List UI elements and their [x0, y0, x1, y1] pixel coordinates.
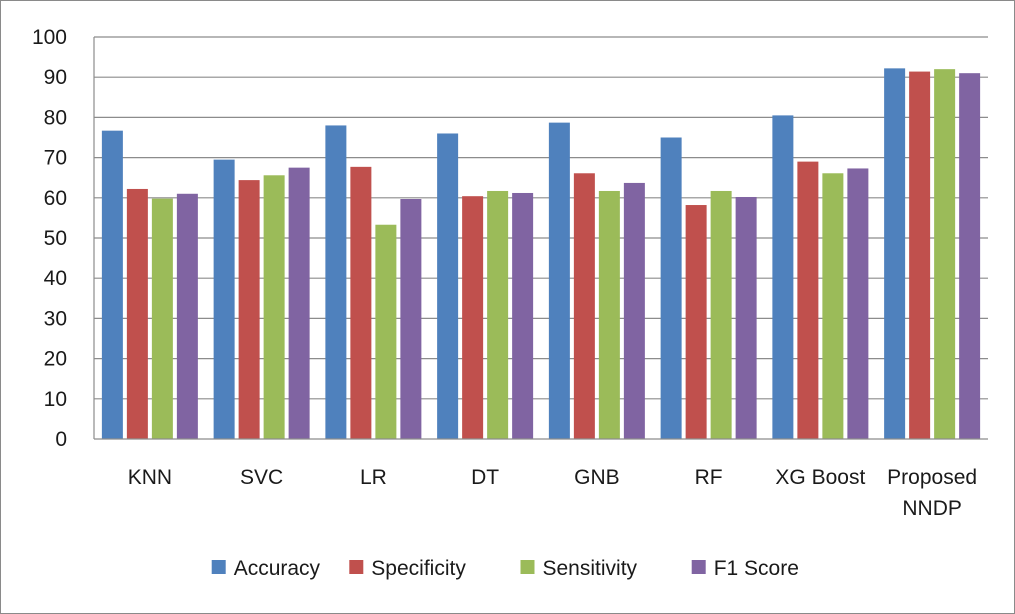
- bar-specificity: [350, 166, 372, 439]
- bar-sensitivity: [487, 190, 509, 439]
- bar-accuracy: [325, 125, 347, 439]
- bar-sensitivity: [151, 198, 173, 439]
- bar-f1-score: [288, 167, 310, 439]
- y-tick-label: 70: [44, 147, 67, 170]
- y-tick-label: 80: [44, 106, 67, 129]
- bar-f1-score: [623, 182, 645, 439]
- legend: Accuracy Specificity Sensitivity F1 Score: [211, 557, 799, 580]
- y-tick-label: 0: [55, 428, 67, 451]
- bar-specificity: [238, 180, 260, 439]
- y-tick-labels: 0 10 20 30 40 50 60 70 80 90 100: [32, 26, 67, 451]
- axes: [93, 37, 988, 440]
- y-tick-label: 50: [44, 227, 67, 250]
- bar-f1-score: [959, 73, 981, 440]
- bar-sensitivity: [710, 190, 732, 439]
- legend-item-f1-score: F1 Score: [691, 557, 799, 580]
- bar-accuracy: [772, 115, 794, 439]
- legend-label: Specificity: [371, 557, 466, 580]
- bar-sensitivity: [263, 175, 285, 439]
- x-category-label: Proposed NNDP: [887, 466, 977, 520]
- legend-label: F1 Score: [714, 557, 799, 580]
- bar-accuracy: [548, 122, 570, 439]
- bar-f1-score: [847, 168, 869, 440]
- y-tick-label: 30: [44, 307, 67, 330]
- bars: [101, 68, 981, 440]
- x-category-label: GNB: [574, 466, 620, 489]
- bar-accuracy: [101, 130, 123, 439]
- bar-f1-score: [512, 192, 534, 439]
- legend-item-specificity: Specificity: [349, 557, 466, 580]
- bar-accuracy: [660, 137, 682, 439]
- bar-specificity: [797, 161, 819, 439]
- bar-sensitivity: [375, 224, 397, 439]
- legend-swatch: [691, 560, 706, 574]
- x-category-label: KNN: [128, 466, 172, 489]
- y-tick-label: 20: [44, 348, 67, 371]
- y-tick-label: 10: [44, 388, 67, 411]
- x-category-labels: KNN SVC LR DT GNB RF XG Boost Proposed NNDP: [128, 466, 977, 520]
- legend-item-sensitivity: Sensitivity: [520, 557, 638, 580]
- y-tick-label: 90: [44, 66, 67, 89]
- y-tick-label: 60: [44, 187, 67, 210]
- bar-accuracy: [437, 133, 459, 440]
- bar-f1-score: [400, 199, 422, 439]
- x-category-label: SVC: [240, 466, 283, 489]
- bar-sensitivity: [598, 190, 620, 439]
- bar-f1-score: [735, 196, 757, 439]
- legend-swatch: [349, 560, 364, 574]
- legend-item-accuracy: Accuracy: [211, 557, 321, 580]
- bar-accuracy: [213, 159, 235, 440]
- x-category-label: DT: [471, 466, 499, 489]
- legend-label: Accuracy: [234, 557, 321, 580]
- bar-sensitivity: [934, 69, 956, 439]
- bar-specificity: [462, 196, 484, 439]
- y-tick-label: 40: [44, 267, 67, 290]
- bar-specificity: [126, 188, 148, 439]
- y-tick-label: 100: [32, 26, 67, 49]
- x-category-label: RF: [695, 466, 723, 489]
- bar-sensitivity: [822, 173, 844, 439]
- bar-f1-score: [176, 193, 198, 439]
- legend-swatch: [211, 560, 226, 574]
- legend-label: Sensitivity: [543, 557, 638, 580]
- bar-specificity: [573, 173, 595, 439]
- bar-specificity: [909, 71, 931, 440]
- bar-specificity: [685, 205, 707, 439]
- bar-accuracy: [884, 68, 906, 439]
- legend-swatch: [520, 560, 535, 574]
- x-category-label: LR: [360, 466, 387, 489]
- x-category-label: XG Boost: [775, 466, 865, 489]
